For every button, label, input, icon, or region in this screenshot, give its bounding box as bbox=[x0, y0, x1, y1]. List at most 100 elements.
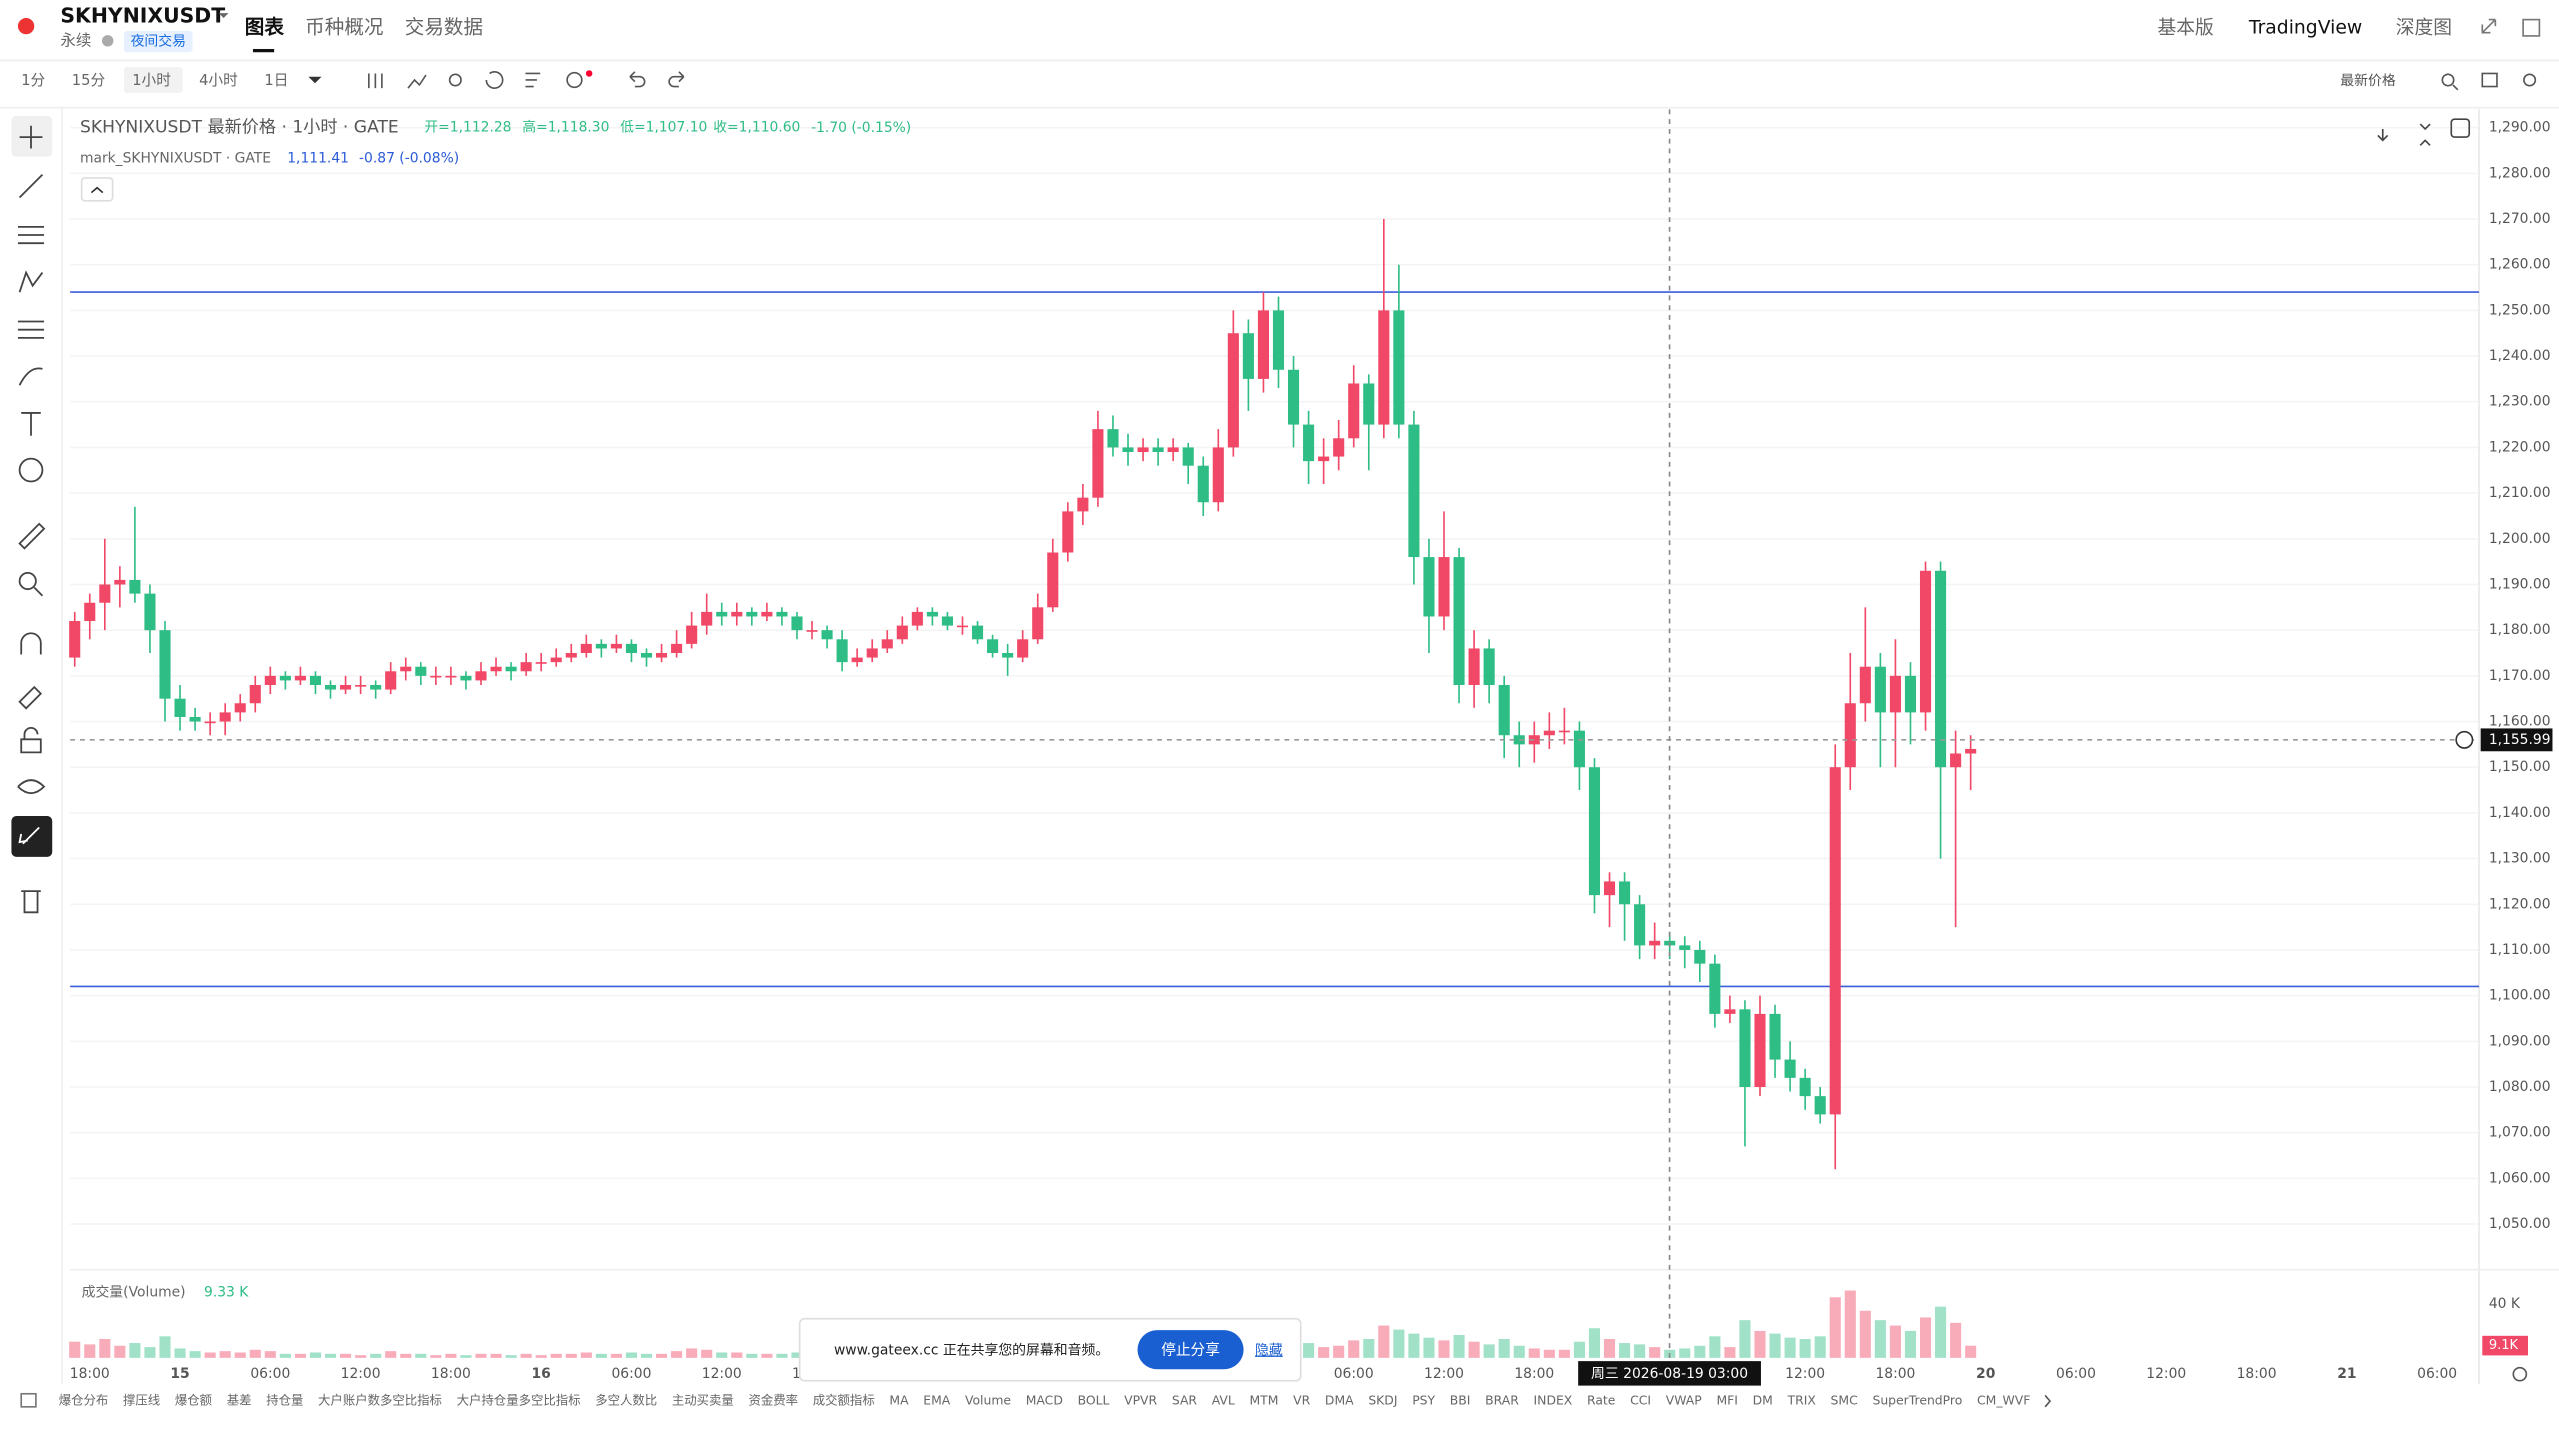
indicator[interactable]: SMC bbox=[1831, 1393, 1858, 1408]
legend-title: SKHYNIXUSDT 最新价格 · 1小时 · GATE bbox=[80, 117, 399, 137]
candle-body bbox=[565, 653, 577, 658]
indicator[interactable]: MTM bbox=[1249, 1393, 1278, 1408]
indicator-bar: 爆仓分布 撑压线 爆仓额 基差 持仓量 大户账户数多空比指标 大户持仓量多空比指标 多空人数比… bbox=[20, 118, 2528, 1408]
candle-body bbox=[776, 611, 788, 617]
indicator[interactable]: SuperTrendPro bbox=[1872, 1393, 1962, 1408]
candle-body bbox=[490, 666, 502, 672]
x-tick-label: 06:00 bbox=[2056, 1366, 2096, 1382]
tab[interactable]: 币种概况 bbox=[305, 15, 383, 38]
view[interactable]: 深度图 bbox=[2396, 16, 2452, 38]
volume-bar bbox=[1438, 1340, 1450, 1358]
volume-bar bbox=[1528, 1348, 1540, 1358]
indicator[interactable]: DM bbox=[1753, 1393, 1773, 1408]
indicator[interactable]: 爆仓额 bbox=[175, 1393, 213, 1408]
symbol[interactable]: SKHYNIXUSDT bbox=[60, 3, 225, 27]
interval[interactable]: 1小时 bbox=[132, 72, 171, 89]
indicator[interactable]: 爆仓分布 bbox=[59, 1393, 109, 1408]
candle-body bbox=[1558, 730, 1570, 733]
indicator[interactable]: 持仓量 bbox=[266, 1393, 303, 1408]
indicator[interactable]: SKDJ bbox=[1368, 1393, 1397, 1408]
candle-body bbox=[174, 698, 186, 717]
volume-bar bbox=[1935, 1306, 1947, 1358]
y-tick-label: 1,240.00 bbox=[2489, 348, 2551, 364]
info-icon[interactable] bbox=[102, 35, 114, 47]
indicator[interactable]: MACD bbox=[1026, 1393, 1063, 1408]
indicator[interactable]: TRIX bbox=[1787, 1393, 1817, 1408]
view[interactable]: TradingView bbox=[2248, 17, 2362, 38]
tool-icon bbox=[17, 779, 46, 795]
indicator[interactable]: 主动买卖量 bbox=[672, 1393, 734, 1408]
indicator[interactable]: DMA bbox=[1325, 1393, 1354, 1408]
indicator[interactable]: CCI bbox=[1630, 1393, 1651, 1408]
candle-body bbox=[1032, 607, 1044, 640]
view[interactable]: 基本版 bbox=[2158, 16, 2215, 38]
indicator[interactable]: 多空人数比 bbox=[595, 1393, 657, 1408]
candle-body bbox=[686, 625, 698, 644]
stop-share-button[interactable] bbox=[1137, 1330, 1244, 1370]
indicator[interactable]: 大户持仓量多空比指标 bbox=[457, 1393, 581, 1408]
interval[interactable]: 1日 bbox=[264, 72, 288, 89]
toolbar-icons[interactable] bbox=[368, 71, 685, 89]
interval-caret[interactable] bbox=[308, 76, 322, 84]
tab[interactable]: 交易数据 bbox=[405, 15, 483, 38]
indicator[interactable]: BOLL bbox=[1078, 1393, 1110, 1408]
add-alert[interactable] bbox=[2455, 730, 2474, 749]
expand-icon[interactable] bbox=[2481, 18, 2497, 34]
volume-bar bbox=[114, 1345, 126, 1358]
indicator[interactable]: Volume bbox=[965, 1393, 1011, 1408]
indicator[interactable]: EMA bbox=[923, 1393, 951, 1408]
legend-open: 开=1,112.28 bbox=[424, 119, 511, 135]
tool-icon bbox=[21, 412, 41, 436]
candle-body bbox=[1002, 653, 1014, 658]
symbol-caret[interactable] bbox=[218, 13, 229, 18]
tool-icon bbox=[18, 174, 44, 199]
interval[interactable]: 15分 bbox=[72, 72, 106, 89]
indicator[interactable]: CM_WVF bbox=[1977, 1393, 2030, 1408]
candle-body bbox=[1513, 735, 1525, 745]
volume-bar bbox=[625, 1352, 638, 1358]
indicator[interactable]: VPVR bbox=[1124, 1393, 1157, 1408]
fullscreen-icon[interactable] bbox=[2522, 18, 2541, 37]
indicator[interactable]: SAR bbox=[1172, 1393, 1198, 1408]
indicator[interactable]: BBI bbox=[1450, 1393, 1471, 1408]
candle-body bbox=[1017, 639, 1029, 658]
last-price-label: 1,155.99 bbox=[2489, 732, 2551, 748]
indicator[interactable]: MFI bbox=[1716, 1393, 1737, 1408]
indicator[interactable]: MA bbox=[889, 1393, 909, 1408]
indicator[interactable]: 成交额指标 bbox=[813, 1393, 875, 1408]
price-type[interactable]: 最新价格 bbox=[2340, 73, 2396, 89]
y-tick-label: 1,280.00 bbox=[2489, 165, 2551, 181]
indicator[interactable]: PSY bbox=[1412, 1393, 1435, 1408]
volume-bar bbox=[686, 1348, 698, 1358]
indicator[interactable]: 基差 bbox=[227, 1393, 252, 1408]
tool-icon bbox=[18, 685, 43, 710]
interval[interactable]: 1分 bbox=[21, 72, 45, 89]
indicator[interactable]: 撑压线 bbox=[123, 1393, 160, 1408]
collapse-button[interactable] bbox=[80, 177, 114, 202]
candle-body bbox=[836, 639, 848, 663]
candle-body bbox=[851, 657, 863, 663]
indicator[interactable]: BRAR bbox=[1485, 1393, 1519, 1408]
candle-body bbox=[1393, 310, 1405, 425]
hide-share[interactable]: 隐藏 bbox=[1255, 1343, 1283, 1359]
tab[interactable]: 图表 bbox=[245, 15, 285, 38]
indicator[interactable]: Rate bbox=[1587, 1393, 1615, 1408]
candle-body bbox=[1619, 881, 1631, 905]
candle-body bbox=[1769, 1013, 1781, 1060]
candle-body bbox=[1152, 447, 1164, 452]
indicator[interactable]: VWAP bbox=[1666, 1393, 1703, 1408]
candle-body bbox=[1874, 666, 1886, 713]
indicator[interactable]: INDEX bbox=[1534, 1393, 1573, 1408]
candle-body bbox=[746, 611, 758, 617]
tool-icon bbox=[18, 572, 44, 597]
indicator[interactable]: 资金费率 bbox=[749, 1393, 799, 1408]
interval[interactable]: 4小时 bbox=[199, 72, 238, 89]
indicator[interactable]: AVL bbox=[1212, 1393, 1235, 1408]
indicator[interactable]: 大户账户数多空比指标 bbox=[318, 1393, 442, 1408]
toolbar-right-icons[interactable] bbox=[2441, 72, 2537, 91]
indicator[interactable]: VR bbox=[1293, 1393, 1310, 1408]
candle-body bbox=[1303, 424, 1315, 462]
volume-bar bbox=[776, 1353, 788, 1358]
candle-body bbox=[1438, 557, 1450, 617]
volume-bar bbox=[1558, 1349, 1570, 1358]
